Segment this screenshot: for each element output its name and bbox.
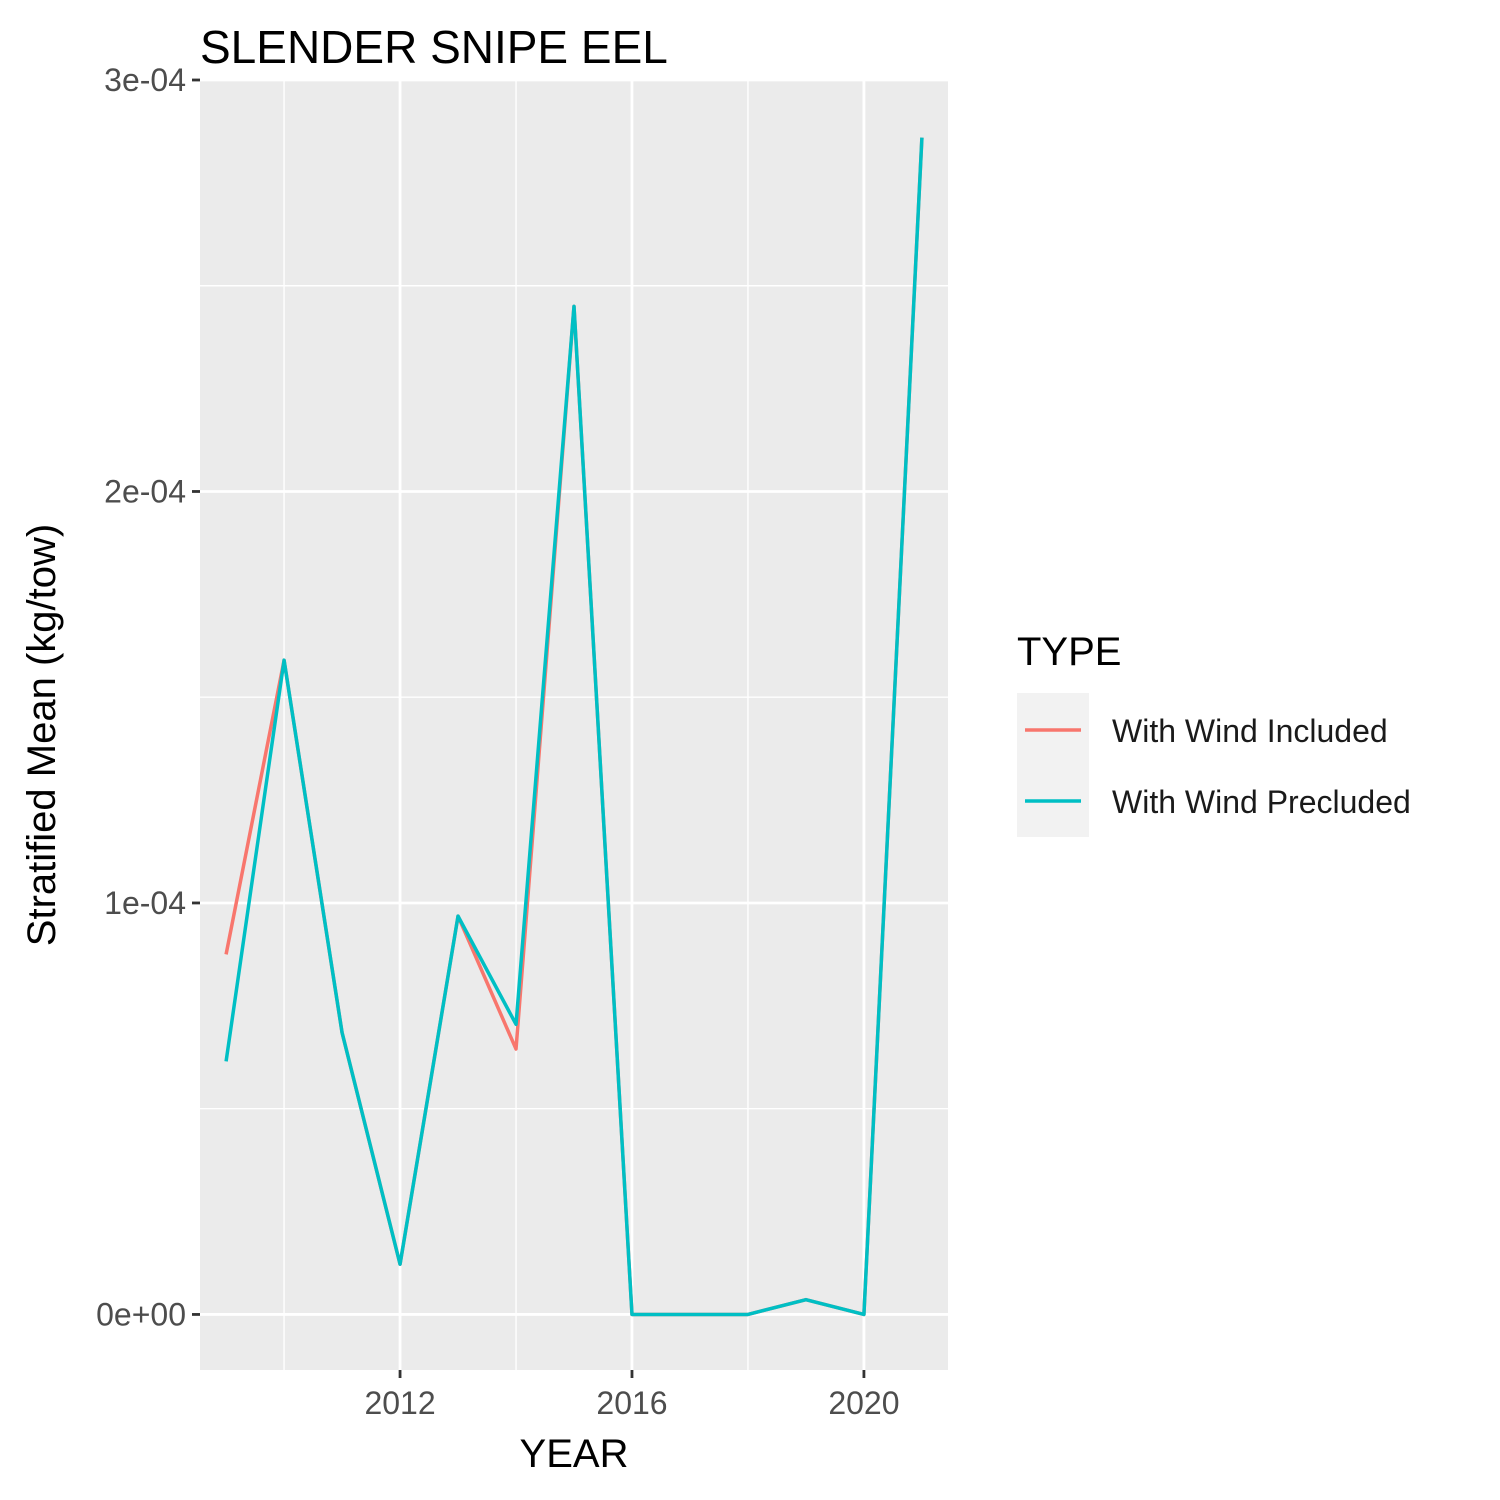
y-tick-label: 1e-04 [104, 885, 186, 921]
legend-title: TYPE [1017, 630, 1121, 674]
y-tick-label: 3e-04 [104, 62, 186, 98]
y-axis-title: Stratified Mean (kg/tow) [20, 524, 64, 946]
x-axis-title: YEAR [520, 1432, 629, 1476]
y-tick-label: 2e-04 [104, 473, 186, 509]
y-tick-label: 0e+00 [96, 1296, 186, 1332]
legend: TYPE With Wind Included With Wind Preclu… [1017, 630, 1411, 837]
plot-panel [200, 80, 948, 1370]
x-tick-label: 2020 [828, 1385, 899, 1421]
x-tick-label: 2016 [596, 1385, 667, 1421]
legend-label-with-wind-precluded: With Wind Precluded [1112, 784, 1411, 820]
plot-area: 2012 2016 2020 0e+00 1e-04 2e-04 3e-04 [96, 62, 948, 1421]
x-tick-label: 2012 [364, 1385, 435, 1421]
series-line-with-wind-precluded [224, 137, 924, 1317]
legend-key-background [1017, 693, 1089, 837]
chart-title: SLENDER SNIPE EEL [200, 21, 668, 73]
legend-label-with-wind-included: With Wind Included [1112, 713, 1388, 749]
